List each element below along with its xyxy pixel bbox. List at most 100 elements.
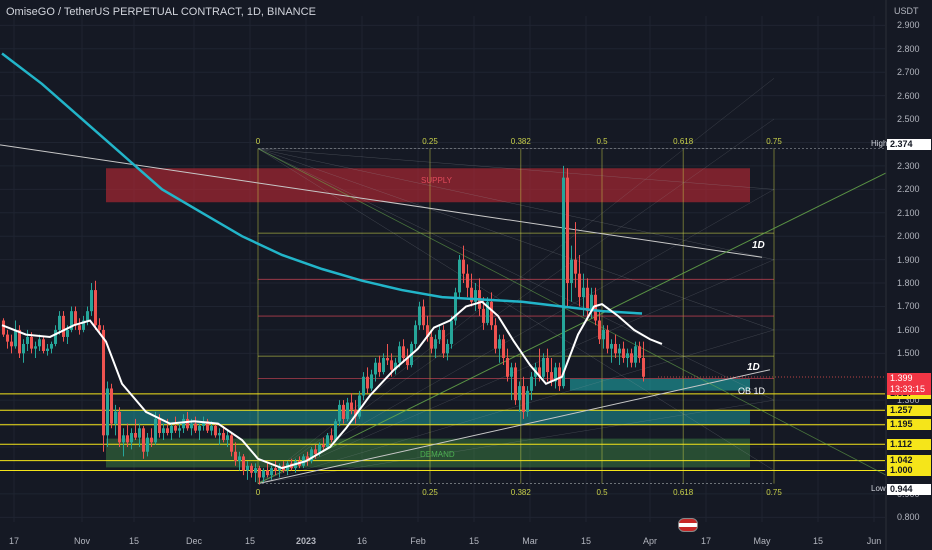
ob-zone xyxy=(570,378,750,391)
candle-body xyxy=(22,343,25,354)
candle-body xyxy=(214,425,217,436)
candle-body xyxy=(218,432,221,436)
candle-body xyxy=(606,329,609,349)
candle-body xyxy=(238,456,241,462)
candle-body xyxy=(426,325,429,337)
candle-body xyxy=(386,358,389,361)
candle-body xyxy=(258,468,261,478)
candle-body xyxy=(458,259,461,293)
candle-body xyxy=(18,329,21,354)
candle-body xyxy=(222,432,225,441)
candle-body xyxy=(526,390,529,412)
candle-body xyxy=(194,423,197,431)
candle-body xyxy=(598,320,601,340)
candle-body xyxy=(594,294,597,321)
price-tick: 1.800 xyxy=(897,278,920,289)
level-badge: 1.000 xyxy=(887,464,931,476)
time-tick: 15 xyxy=(128,536,140,546)
price-tick: 2.000 xyxy=(897,231,920,242)
price-tick: 1.600 xyxy=(897,324,920,335)
candle-body xyxy=(242,456,245,471)
candle-body xyxy=(106,388,109,436)
candle-body xyxy=(162,428,165,433)
fan-line xyxy=(257,148,775,331)
demand-zone-label: DEMAND xyxy=(420,450,455,459)
candle-body xyxy=(618,348,621,354)
candle-body xyxy=(498,339,501,349)
candle-body xyxy=(190,423,193,429)
candle-body xyxy=(630,353,633,363)
candle-body xyxy=(434,339,437,349)
candle-body xyxy=(110,388,113,424)
time-tick: Mar xyxy=(522,536,538,546)
price-tick: 1.900 xyxy=(897,254,920,265)
trendline-green xyxy=(257,172,887,485)
candle-body xyxy=(602,329,605,340)
candle-body xyxy=(518,386,521,401)
price-tick: 2.800 xyxy=(897,43,920,54)
time-tick: 17 xyxy=(700,536,712,546)
candle-body xyxy=(122,435,125,443)
price-tick: 2.900 xyxy=(897,20,920,31)
fan-line xyxy=(257,148,775,401)
candle-body xyxy=(450,320,453,344)
candle-body xyxy=(166,428,169,433)
candle-body xyxy=(634,346,637,363)
fib-time-label: 0 xyxy=(255,487,261,497)
fan-line xyxy=(257,329,775,484)
candle-body xyxy=(398,346,401,363)
candle-body xyxy=(90,290,93,312)
candle-body xyxy=(118,411,121,443)
candle-body xyxy=(14,329,17,347)
ob-zone-label: OB 1D xyxy=(738,386,766,396)
candle-body xyxy=(98,325,101,330)
currency-label: USDT xyxy=(894,6,919,16)
candle-body xyxy=(114,411,117,424)
candle-body xyxy=(246,465,249,471)
candle-body xyxy=(310,449,313,462)
candle-body xyxy=(270,468,273,476)
trendline-label-lower: 1D xyxy=(747,362,760,373)
candle-body xyxy=(522,386,525,412)
chart-title: OmiseGO / TetherUS PERPETUAL CONTRACT, 1… xyxy=(6,6,316,18)
candle-body xyxy=(558,367,561,387)
flag-icon[interactable] xyxy=(678,518,698,532)
candle-body xyxy=(494,325,497,349)
fib-time-label: 0 xyxy=(255,136,261,146)
candle-body xyxy=(50,343,53,349)
time-tick: 15 xyxy=(244,536,256,546)
fib-time-label: 0.5 xyxy=(596,487,608,497)
candle-body xyxy=(66,329,69,337)
time-tick: Feb xyxy=(410,536,426,546)
time-tick: Apr xyxy=(642,536,658,546)
candle-body xyxy=(322,444,325,448)
candle-body xyxy=(182,418,185,429)
candle-body xyxy=(438,329,441,340)
time-tick: May xyxy=(753,536,771,546)
level-badge: 1.195 xyxy=(887,419,931,431)
candle-body xyxy=(382,358,385,373)
candle-body xyxy=(530,376,533,391)
candle-body xyxy=(474,290,477,302)
fan-line xyxy=(257,148,775,260)
candle-body xyxy=(54,329,57,344)
fib-time-label: 0.382 xyxy=(510,487,531,497)
candle-body xyxy=(326,435,329,448)
candle-body xyxy=(514,367,517,401)
candle-body xyxy=(274,468,277,471)
candle-body xyxy=(574,259,577,274)
candle-body xyxy=(414,325,417,344)
candle-body xyxy=(102,329,105,436)
fib-time-label: 0.75 xyxy=(766,136,782,146)
supply-zone-label: SUPPLY xyxy=(421,176,452,185)
ema-long-line xyxy=(1,52,643,315)
candle-body xyxy=(250,465,253,473)
candle-body xyxy=(538,367,541,377)
candle-body xyxy=(390,360,393,370)
fib-time-label: 0.5 xyxy=(596,136,608,146)
candle-body xyxy=(62,315,65,337)
candle-body xyxy=(342,404,345,419)
lower-ob-zone xyxy=(114,410,750,425)
candle-body xyxy=(562,177,565,387)
